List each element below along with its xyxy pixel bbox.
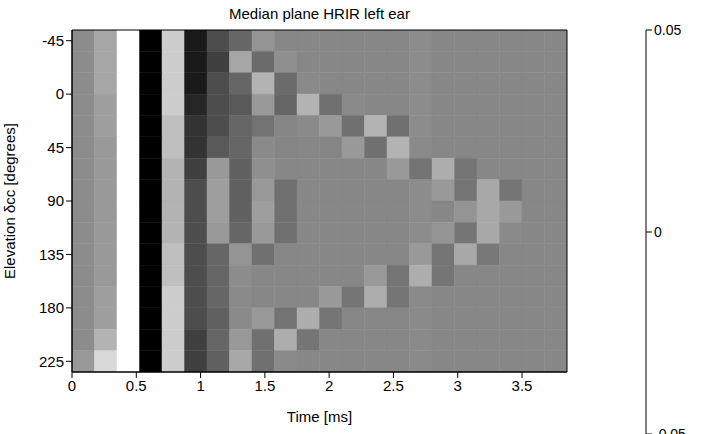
svg-text:0.5: 0.5: [126, 377, 147, 394]
svg-text:135: 135: [39, 246, 64, 263]
svg-text:2: 2: [325, 377, 333, 394]
svg-text:90: 90: [47, 192, 64, 209]
svg-text:180: 180: [39, 299, 64, 316]
svg-text:3.5: 3.5: [512, 377, 533, 394]
svg-text:0: 0: [654, 224, 662, 240]
svg-text:-45: -45: [42, 32, 64, 49]
svg-text:2.5: 2.5: [383, 377, 404, 394]
svg-text:Time [ms]: Time [ms]: [287, 408, 352, 425]
svg-text:1: 1: [196, 377, 204, 394]
svg-text:225: 225: [39, 353, 64, 370]
svg-text:0: 0: [56, 85, 64, 102]
html-text:Median plane HRIR left ear: Median plane HRIR left ear: [229, 5, 410, 22]
svg-text:0: 0: [68, 377, 76, 394]
svg-text:-0.05: -0.05: [654, 426, 686, 434]
svg-text:45: 45: [47, 139, 64, 156]
svg-text:0.05: 0.05: [654, 22, 681, 38]
svg-text:3: 3: [454, 377, 462, 394]
svg-text:Elevation δcc [degrees]: Elevation δcc [degrees]: [1, 123, 18, 279]
svg-text:1.5: 1.5: [254, 377, 275, 394]
